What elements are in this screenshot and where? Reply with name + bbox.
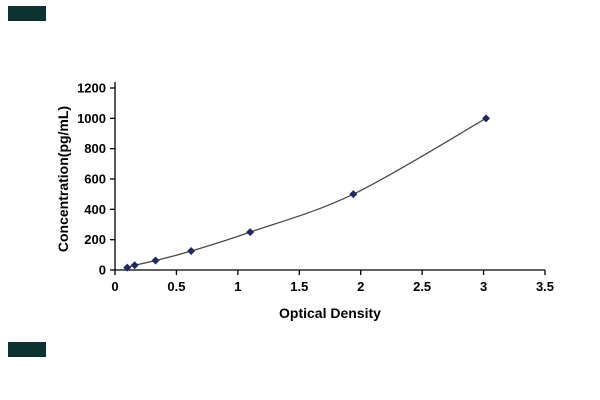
data-point-marker	[187, 247, 196, 256]
y-tick-label: 400	[84, 202, 106, 217]
x-axis-ticks: 0 0.5 1 1.5 2 2.5 3 3.5	[111, 270, 554, 294]
x-axis-label: Optical Density	[279, 305, 381, 321]
x-tick-label: 2.5	[413, 279, 431, 294]
data-point-marker	[246, 228, 255, 237]
x-tick-label: 1.5	[290, 279, 308, 294]
data-point-marker	[151, 256, 160, 265]
x-tick-label: 0	[111, 279, 118, 294]
y-tick-label: 0	[99, 263, 106, 278]
y-axis-label: Concentration(pg/mL)	[55, 106, 71, 252]
y-tick-label: 800	[84, 141, 106, 156]
x-tick-label: 2	[357, 279, 364, 294]
corner-mark-bottom-left	[8, 342, 46, 357]
curve-line	[127, 117, 487, 269]
y-tick-label: 200	[84, 232, 106, 247]
x-tick-label: 3	[480, 279, 487, 294]
y-axis-ticks: 0 200 400 600 800 1000 1200	[77, 81, 115, 278]
data-point-marker	[482, 114, 491, 123]
x-tick-label: 3.5	[536, 279, 554, 294]
x-tick-label: 1	[234, 279, 241, 294]
y-tick-label: 1000	[77, 111, 106, 126]
y-tick-label: 1200	[77, 81, 106, 96]
y-tick-label: 600	[84, 172, 106, 187]
data-point-marker	[130, 261, 139, 270]
data-point-marker	[349, 190, 358, 199]
corner-mark-top-left	[8, 6, 46, 21]
data-points	[123, 114, 491, 272]
axes	[114, 82, 545, 271]
data-point-marker	[123, 263, 132, 272]
x-tick-label: 0.5	[167, 279, 185, 294]
